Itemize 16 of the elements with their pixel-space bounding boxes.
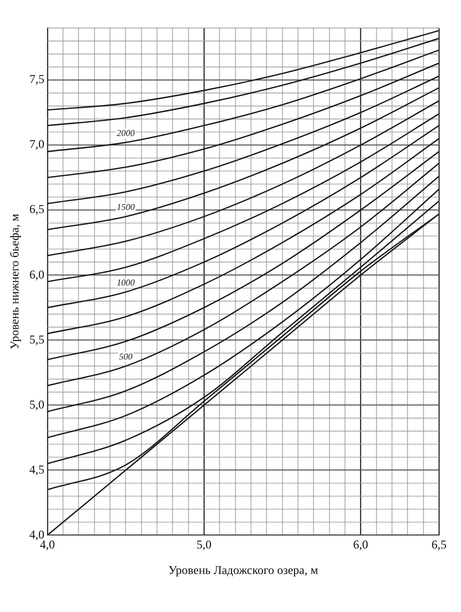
y-tick-label: 5,5 [29,332,44,346]
y-tick-label: 4,5 [29,462,44,476]
x-tick-label: 5,0 [196,538,212,552]
y-axis-title: Уровень нижнего бьефа, м [7,213,22,350]
y-tick-label: 6,5 [29,202,44,216]
y-tick-label: 7,5 [29,72,44,86]
x-tick-label: 6,5 [432,538,446,552]
series-label: 1500 [116,202,136,212]
y-tick-label: 5,0 [29,397,44,412]
series-label: 500 [118,351,133,362]
series-label: 2000 [116,128,136,138]
series-label: 1000 [116,277,136,288]
y-tick-label: 6,0 [29,267,44,282]
y-tick-label: 7,0 [29,137,44,152]
x-tick-label: 6,0 [353,538,368,552]
x-axis-title: Уровень Ладожского озера, м [168,562,318,577]
